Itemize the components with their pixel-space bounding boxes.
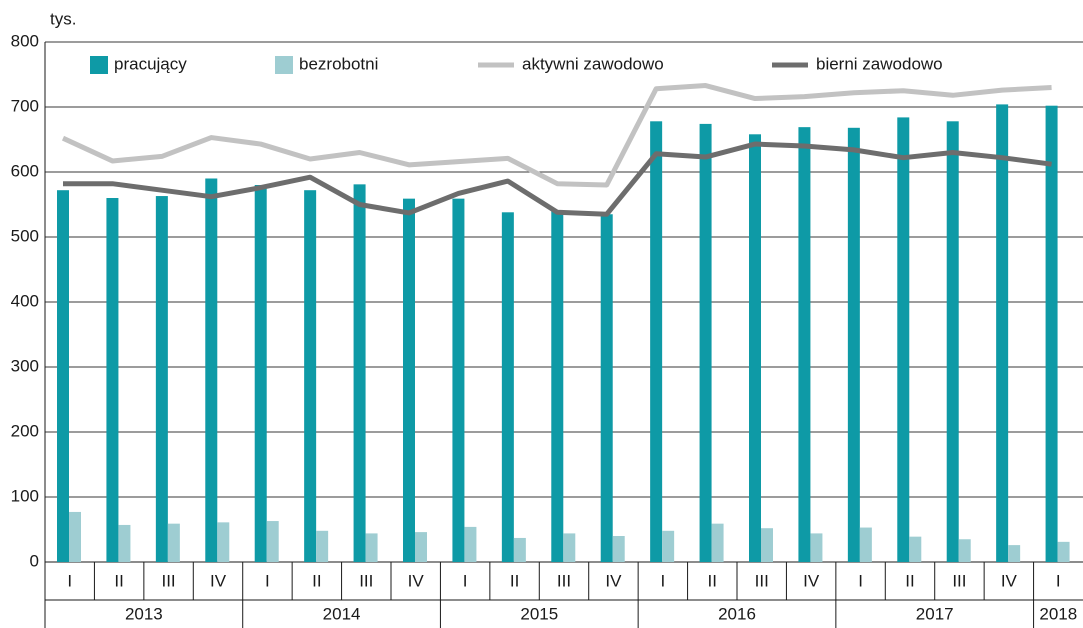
year-label: 2018 — [1039, 604, 1077, 623]
bar — [353, 184, 366, 562]
y-tick-label: 800 — [11, 31, 39, 50]
legend-label: bezrobotni — [299, 54, 378, 73]
bar — [847, 127, 860, 563]
year-label: 2015 — [520, 604, 558, 623]
x-tick-label: IV — [1001, 571, 1018, 590]
bar — [155, 196, 168, 563]
bar — [464, 526, 477, 562]
x-tick-label: II — [312, 571, 321, 590]
bar — [551, 211, 564, 562]
bar — [996, 104, 1009, 563]
year-label: 2017 — [916, 604, 954, 623]
x-tick-label: IV — [605, 571, 622, 590]
y-tick-label: 400 — [11, 291, 39, 310]
bar — [810, 533, 823, 562]
year-label: 2013 — [125, 604, 163, 623]
bar — [1045, 105, 1058, 562]
legend-label: bierni zawodowo — [816, 54, 943, 73]
bar — [118, 524, 131, 562]
bar — [316, 530, 329, 562]
x-tick-label: III — [755, 571, 769, 590]
legend-swatch — [275, 56, 293, 74]
y-unit: tys. — [50, 9, 76, 28]
bar — [897, 117, 910, 563]
bar — [711, 523, 724, 562]
bar — [699, 123, 712, 563]
legend-label: pracujący — [114, 54, 187, 73]
bar — [749, 134, 761, 563]
y-tick-label: 100 — [11, 486, 39, 505]
bar — [513, 537, 526, 562]
bar — [761, 528, 773, 562]
bar — [946, 121, 959, 563]
x-tick-label: II — [905, 571, 914, 590]
x-tick-label: I — [660, 571, 665, 590]
bar — [403, 198, 415, 562]
x-tick-label: I — [858, 571, 863, 590]
y-tick-label: 200 — [11, 421, 39, 440]
x-tick-label: IV — [210, 571, 227, 590]
x-tick-label: III — [557, 571, 571, 590]
bar — [106, 198, 119, 562]
bar — [859, 527, 872, 562]
bar — [909, 536, 922, 562]
bar — [167, 523, 180, 562]
y-tick-label: 0 — [30, 551, 39, 570]
x-tick-label: II — [114, 571, 123, 590]
x-tick-label: II — [708, 571, 717, 590]
bar — [69, 511, 81, 562]
bar — [650, 121, 663, 563]
bar — [57, 190, 69, 562]
bar — [304, 190, 317, 562]
x-tick-label: I — [265, 571, 270, 590]
y-tick-label: 300 — [11, 356, 39, 375]
year-label: 2016 — [718, 604, 756, 623]
x-tick-label: I — [463, 571, 468, 590]
bar — [254, 185, 267, 562]
bar — [563, 533, 576, 562]
y-tick-label: 600 — [11, 161, 39, 180]
line — [63, 141, 1052, 217]
line — [61, 83, 1052, 188]
x-tick-label: III — [359, 571, 373, 590]
x-tick-label: II — [510, 571, 519, 590]
legend-swatch — [90, 56, 108, 74]
bar — [266, 521, 279, 562]
bar — [365, 533, 378, 562]
legend-label: aktywni zawodowo — [522, 54, 664, 73]
bar — [662, 530, 675, 562]
bar — [612, 536, 625, 562]
x-tick-label: III — [952, 571, 966, 590]
bar — [600, 214, 613, 562]
bar — [501, 212, 514, 563]
bar — [958, 539, 971, 562]
bar — [217, 522, 230, 562]
x-tick-label: III — [161, 571, 175, 590]
x-tick-label: IV — [803, 571, 820, 590]
x-tick-label: IV — [408, 571, 425, 590]
y-tick-label: 700 — [11, 96, 39, 115]
bar — [452, 198, 465, 562]
bar — [1008, 545, 1021, 562]
x-tick-label: I — [1056, 571, 1061, 590]
y-tick-label: 500 — [11, 226, 39, 245]
bar — [798, 127, 811, 563]
bar — [415, 532, 427, 562]
x-tick-label: I — [67, 571, 72, 590]
year-label: 2014 — [323, 604, 361, 623]
bar — [1057, 541, 1070, 562]
bar — [205, 178, 218, 562]
